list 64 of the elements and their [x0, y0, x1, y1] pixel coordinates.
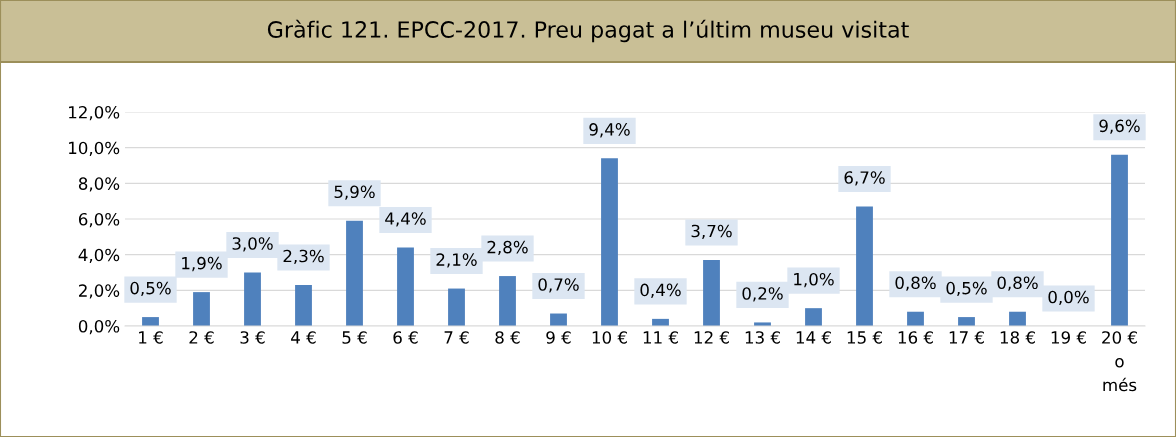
data-label: 6,7%	[844, 171, 885, 186]
data-label: 9,4%	[589, 123, 630, 138]
x-tick-label: 18 €	[1000, 331, 1035, 344]
bar	[142, 317, 159, 326]
data-label: 2,3%	[283, 249, 324, 265]
data-label: 0,5%	[130, 281, 171, 297]
data-label: 0,0%	[1048, 290, 1089, 306]
y-tick-label: 0,0%	[78, 319, 120, 335]
bar	[397, 247, 414, 326]
x-tick-label: 10 €	[592, 331, 627, 344]
x-tick-label: 12 €	[694, 331, 729, 344]
x-tick-label: 2 €	[189, 331, 214, 344]
x-tick-label: 6 €	[393, 331, 418, 344]
bar	[703, 260, 720, 326]
x-tick-label: 15 €	[847, 331, 882, 344]
chart-title: Gràfic 121. EPCC-2017. Preu pagat a l’últim museu visitat	[267, 19, 909, 43]
data-label: 9,6%	[1099, 119, 1140, 134]
x-tick-label: 13 €	[745, 331, 780, 344]
data-label: 4,4%	[385, 212, 426, 227]
bar	[244, 272, 261, 326]
y-tick-label: 4,0%	[78, 248, 120, 263]
y-tick-label: 12,0%	[69, 105, 120, 121]
x-tick-label: 5 €	[342, 331, 367, 344]
x-tick-label: 20 € o més	[1102, 331, 1137, 392]
bar	[1009, 311, 1026, 326]
data-label: 3,7%	[691, 224, 732, 240]
x-tick-label: 9 €	[546, 331, 571, 344]
bar	[907, 311, 924, 326]
y-tick-label: 2,0%	[79, 284, 120, 299]
y-tick-label: 8,0%	[78, 177, 120, 192]
data-label: 1,9%	[182, 256, 222, 272]
x-tick-label: 17 €	[949, 331, 984, 344]
data-label: 0,5%	[946, 281, 987, 297]
data-label: 2,1%	[436, 253, 477, 268]
bar	[499, 276, 516, 326]
x-tick-label: 19 €	[1051, 331, 1086, 344]
x-tick-label: 7 €	[444, 331, 469, 344]
data-label: 5,9%	[334, 185, 375, 200]
data-label: 0,8%	[997, 276, 1038, 291]
x-tick-label: 4 €	[291, 331, 316, 344]
bar	[295, 284, 312, 326]
bar	[856, 206, 873, 326]
bar	[193, 292, 210, 326]
x-tick-label: 16 €	[898, 331, 933, 344]
y-tick-label: 6,0%	[78, 212, 120, 228]
x-tick-label: 3 €	[240, 331, 265, 344]
bar	[805, 308, 822, 326]
data-label: 0,4%	[640, 283, 681, 298]
data-label: 2,8%	[487, 240, 528, 256]
data-label: 0,2%	[742, 287, 783, 302]
data-label: 1,0%	[794, 272, 834, 288]
bar	[601, 158, 618, 326]
bar	[448, 288, 465, 326]
x-tick-label: 8 €	[495, 331, 520, 344]
bar	[346, 220, 363, 326]
x-tick-label: 11 €	[643, 331, 678, 344]
y-tick-label: 10,0%	[69, 141, 120, 156]
bar	[958, 317, 975, 326]
data-label: 0,8%	[895, 276, 936, 291]
x-tick-label: 14 €	[796, 331, 831, 344]
data-label: 0,7%	[538, 278, 579, 293]
bar	[1111, 154, 1128, 326]
x-tick-label: 1 €	[139, 331, 163, 344]
data-label: 3,0%	[232, 237, 273, 252]
